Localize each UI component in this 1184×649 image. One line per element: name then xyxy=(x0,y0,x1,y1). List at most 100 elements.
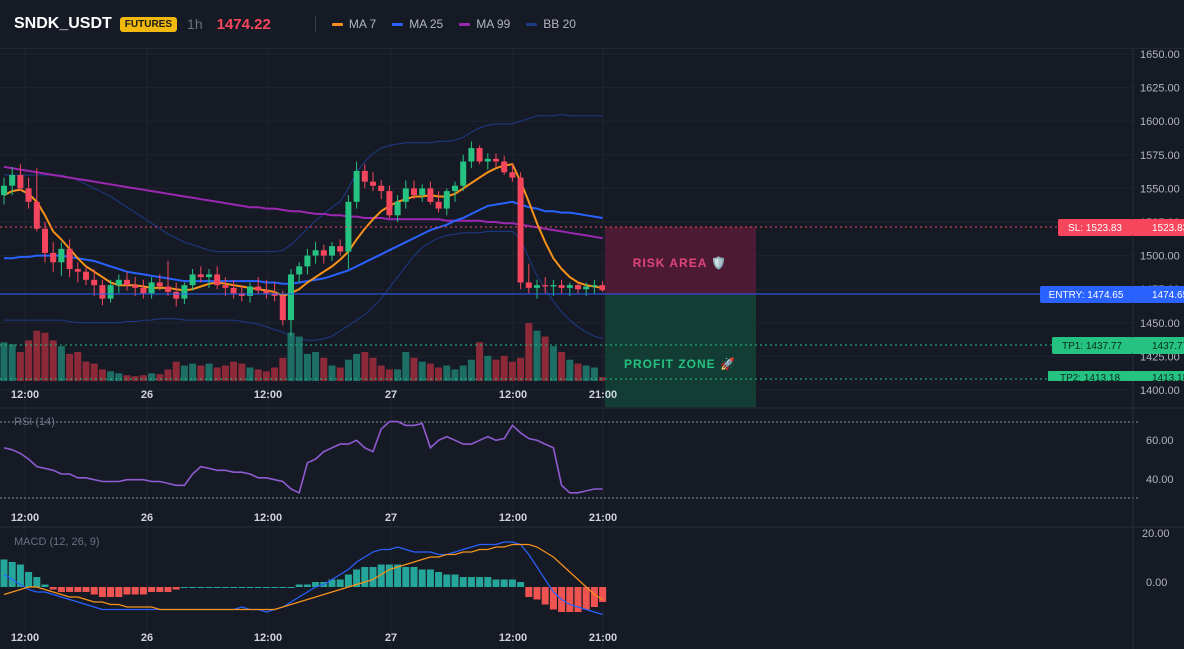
candle-body[interactable] xyxy=(115,279,122,286)
candle-body[interactable] xyxy=(1,185,7,196)
price-tick-label: 1500.00 xyxy=(1140,251,1180,263)
candle-body[interactable] xyxy=(558,285,565,288)
candle-body[interactable] xyxy=(238,293,245,296)
macd-hist-bar xyxy=(156,587,164,592)
symbol-name[interactable]: SNDK_USDT xyxy=(14,15,112,32)
sl-tag-value: 1523.83 xyxy=(1152,223,1184,234)
candle-body[interactable] xyxy=(214,274,221,286)
candle-body[interactable] xyxy=(17,174,24,189)
macd-hist-bar xyxy=(279,587,287,588)
candle-body[interactable] xyxy=(329,246,335,256)
candle-body[interactable] xyxy=(33,201,40,229)
timeframe-label[interactable]: 1h xyxy=(187,16,203,32)
candle-body[interactable] xyxy=(58,248,65,263)
legend-ma7[interactable]: MA 7 xyxy=(331,17,376,31)
candle-body[interactable] xyxy=(394,201,401,216)
volume-bar xyxy=(115,373,123,381)
header-divider xyxy=(314,16,316,32)
candle-body[interactable] xyxy=(74,269,81,272)
candle-body[interactable] xyxy=(427,188,434,202)
candle-body[interactable] xyxy=(50,252,57,263)
candle-body[interactable] xyxy=(484,158,491,162)
candle-body[interactable] xyxy=(501,161,508,173)
candle-body[interactable] xyxy=(222,285,229,288)
candle-body[interactable] xyxy=(476,148,483,162)
candle-body[interactable] xyxy=(83,271,89,280)
candle-body[interactable] xyxy=(386,191,393,216)
candle-body[interactable] xyxy=(288,274,294,321)
candle-body[interactable] xyxy=(181,285,188,299)
candle-body[interactable] xyxy=(509,172,516,178)
candle-body[interactable] xyxy=(361,170,368,182)
candle-body[interactable] xyxy=(493,158,499,162)
macd-hist-bar xyxy=(476,577,484,587)
volume-bar xyxy=(221,365,229,381)
candle-body[interactable] xyxy=(378,185,385,192)
legend-ma99[interactable]: MA 99 xyxy=(459,17,510,31)
candle-body[interactable] xyxy=(337,246,344,252)
candle-body[interactable] xyxy=(320,250,327,256)
candle-body[interactable] xyxy=(435,201,442,209)
candle-body[interactable] xyxy=(247,286,253,296)
candle-body[interactable] xyxy=(542,285,549,287)
candle-body[interactable] xyxy=(156,282,163,287)
candle-body[interactable] xyxy=(353,170,360,202)
candle-body[interactable] xyxy=(517,177,524,283)
candle-body[interactable] xyxy=(550,285,557,287)
candle-body[interactable] xyxy=(230,287,237,294)
candle-body[interactable] xyxy=(66,248,73,270)
candle-body[interactable] xyxy=(165,286,171,292)
candle-body[interactable] xyxy=(599,285,606,291)
candle-body[interactable] xyxy=(296,266,303,275)
risk-area-label: RISK AREA 🛡️ xyxy=(633,256,727,270)
candle-body[interactable] xyxy=(263,290,270,294)
volume-bar xyxy=(533,330,541,381)
candle-body[interactable] xyxy=(460,161,467,186)
candle-body[interactable] xyxy=(173,291,180,299)
volume-bar xyxy=(410,357,418,381)
candle-body[interactable] xyxy=(197,274,204,278)
candle-body[interactable] xyxy=(206,274,212,278)
candle-body[interactable] xyxy=(443,191,450,209)
candle-body[interactable] xyxy=(452,185,458,192)
candles[interactable] xyxy=(1,141,606,337)
candle-body[interactable] xyxy=(411,188,417,196)
candle-body[interactable] xyxy=(279,295,286,321)
candle-body[interactable] xyxy=(370,181,376,186)
legend-ma25[interactable]: MA 25 xyxy=(392,17,443,31)
candle-body[interactable] xyxy=(107,285,114,299)
volume-bar xyxy=(361,352,369,381)
candle-body[interactable] xyxy=(468,148,475,162)
candle-body[interactable] xyxy=(304,255,311,267)
bb-upper-line xyxy=(4,113,603,253)
candle-body[interactable] xyxy=(566,285,573,288)
candle-body[interactable] xyxy=(91,279,98,286)
candle-body[interactable] xyxy=(575,285,581,290)
volume-bar xyxy=(320,357,328,381)
legend-bb20[interactable]: BB 20 xyxy=(526,17,576,31)
volume-bar xyxy=(148,373,156,381)
rsi-pane: RSI (14) xyxy=(0,416,1138,499)
candle-body[interactable] xyxy=(9,174,16,186)
candle-body[interactable] xyxy=(312,250,319,256)
candle-body[interactable] xyxy=(99,285,106,299)
candle-body[interactable] xyxy=(124,279,130,286)
candle-body[interactable] xyxy=(534,285,540,288)
candle-body[interactable] xyxy=(42,228,48,253)
candle-body[interactable] xyxy=(345,201,352,252)
candle-body[interactable] xyxy=(255,286,262,291)
candle-body[interactable] xyxy=(591,285,598,287)
candle-body[interactable] xyxy=(525,282,532,288)
candle-body[interactable] xyxy=(583,286,590,290)
time-axis[interactable]: 12:00 26 12:00 27 12:00 21:00 12:00 26 12:00 27 12… xyxy=(11,389,617,644)
candle-body[interactable] xyxy=(132,285,139,288)
candle-body[interactable] xyxy=(148,282,155,294)
candle-body[interactable] xyxy=(140,287,147,294)
candle-body[interactable] xyxy=(189,274,196,286)
macd-hist-bar xyxy=(394,564,402,587)
candle-body[interactable] xyxy=(25,188,32,202)
candle-body[interactable] xyxy=(419,188,426,196)
candle-body[interactable] xyxy=(271,293,278,296)
candle-body[interactable] xyxy=(402,188,409,202)
